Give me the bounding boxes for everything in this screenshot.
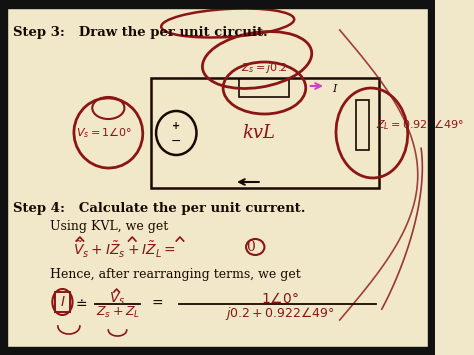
Text: +: + [172,121,180,131]
Text: $I$: $I$ [60,295,65,309]
Bar [0,347,435,355]
Text: Step 4:   Calculate the per unit current.: Step 4: Calculate the per unit current. [13,202,305,215]
Text: $V_s$: $V_s$ [109,291,126,307]
Text: Hence, after rearranging terms, we get: Hence, after rearranging terms, we get [51,268,301,281]
Bar [0,0,435,8]
Bar [428,0,435,355]
Text: Step 3:   Draw the per unit circuit.: Step 3: Draw the per unit circuit. [13,26,268,39]
Text: $Z_L = 0.922\angle 49°$: $Z_L = 0.922\angle 49°$ [376,118,465,132]
Text: $=$: $=$ [149,295,164,309]
Bar [55,292,70,312]
Text: $\doteq$: $\doteq$ [73,295,88,309]
Text: 0: 0 [246,240,255,254]
Text: I: I [332,84,337,94]
Text: −: − [171,135,182,147]
Text: $1\angle 0°$: $1\angle 0°$ [261,291,299,306]
Bar [0,0,7,355]
Text: Using KVL, we get: Using KVL, we get [51,220,169,233]
Bar [239,79,289,97]
Bar [356,100,369,150]
Text: kvL: kvL [242,124,275,142]
Text: $j0.2 + 0.922\angle 49°$: $j0.2 + 0.922\angle 49°$ [226,305,335,322]
Text: $\tilde{V}_s + I\tilde{Z}_s + I\tilde{Z}_L =$: $\tilde{V}_s + I\tilde{Z}_s + I\tilde{Z}… [73,240,176,260]
Text: $V_s = 1\angle 0°$: $V_s = 1\angle 0°$ [76,126,132,140]
Bar [152,78,379,188]
Text: $Z_s = j0.2$: $Z_s = j0.2$ [240,61,287,75]
Text: $Z_s + Z_L$: $Z_s + Z_L$ [96,305,139,320]
